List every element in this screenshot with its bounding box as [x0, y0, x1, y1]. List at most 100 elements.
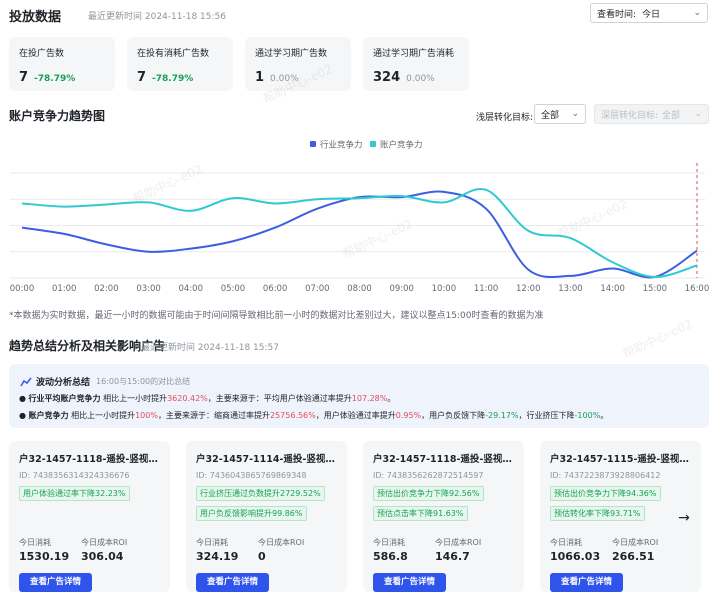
legend-swatch-1 [370, 141, 376, 147]
chart-note: *本数据为实时数据，最近一小时的数据可能由于时间间隔导致相比前一小时的数据对比差… [9, 311, 544, 321]
x-tick-label: 03:00 [136, 284, 161, 294]
stat-change: -78.79% [152, 74, 194, 84]
summary-subtitle: 16:00与15:00的对比总结 [96, 377, 191, 386]
spend-value: 1066.03 [550, 550, 601, 563]
x-tick-label: 14:00 [600, 284, 625, 294]
ad-tag: 预估出价竞争力下降92.56% [373, 486, 484, 501]
ad-name: 户32-1457-1118-遥投-竖视-定投九单... [19, 454, 160, 465]
chart-lines [21, 187, 698, 279]
ad-tag: 用户负反馈影响提升99.86% [196, 506, 307, 521]
chevron-down-icon: ⌄ [571, 109, 579, 119]
x-tick-label: 13:00 [558, 284, 583, 294]
x-tick-label: 00:00 [10, 284, 35, 294]
deep-goal-label: 深层转化目标: [601, 110, 659, 121]
x-tick-label: 04:00 [179, 284, 204, 294]
stat-card-active-ads: 在投广告数 7 -78.79% [9, 37, 115, 91]
deep-goal-select: 深层转化目标: 全部 ⌄ [594, 104, 709, 124]
x-tick-label: 11:00 [474, 284, 499, 294]
ad-tags: 预估出价竞争力下降94.36% 预估转化率下降93.71% [550, 480, 691, 526]
x-tick-label: 02:00 [94, 284, 119, 294]
spend-value: 586.8 [373, 550, 408, 563]
stat-label: 通过学习期广告消耗 [373, 49, 455, 59]
time-select-label: 查看时间: [597, 9, 637, 20]
stat-value: 7 [19, 70, 29, 85]
stat-value: 1 [255, 70, 265, 85]
trend-icon [20, 377, 32, 386]
view-ad-details-button[interactable]: 查看广告详情 [373, 573, 446, 592]
view-ad-details-button[interactable]: 查看广告详情 [19, 573, 92, 592]
analysis-updated: 最近更新时间 2024-11-18 15:57 [141, 343, 279, 353]
x-tick-label: 12:00 [516, 284, 541, 294]
stat-change: 0.00% [406, 74, 435, 84]
roi-label: 今日成本ROI [612, 538, 659, 547]
shallow-goal-value: 全部 [541, 110, 560, 121]
ad-card: 户32-1457-1115-遥投-竖视-定投二单... ID: 74372238… [540, 441, 701, 592]
ad-card: 户32-1457-1118-遥投-竖视-定投九单... ID: 74383563… [9, 441, 170, 592]
chevron-down-icon: ⌄ [694, 109, 702, 119]
x-tick-label: 08:00 [347, 284, 372, 294]
stat-card-spending-ads: 在投有消耗广告数 7 -78.79% [127, 37, 233, 91]
x-axis-ticks: 00:00 01:00 02:00 03:00 04:00 05:00 06:00 07:00… [10, 284, 710, 294]
shallow-goal-select[interactable]: 全部 ⌄ [534, 104, 586, 124]
ad-id: ID: 7438356314324336676 [19, 471, 130, 480]
view-ad-details-button[interactable]: 查看广告详情 [196, 573, 269, 592]
spend-value: 324.19 [196, 550, 239, 563]
analysis-title: 趋势总结分析及相关影响广告 [9, 339, 166, 353]
stat-card-learned-ads: 通过学习期广告数 1 0.00% [245, 37, 351, 91]
deep-goal-value: 全部 [662, 110, 681, 121]
spend-label: 今日消耗 [550, 538, 582, 547]
x-tick-label: 15:00 [643, 284, 668, 294]
roi-value: 266.51 [612, 550, 655, 563]
roi-value: 306.04 [81, 550, 124, 563]
summary-line-industry: ● 行业平均账户竞争力 相比上一小时提升3620.42%，主要来源于：平均用户体… [19, 394, 396, 403]
last-updated: 最近更新时间 2024-11-18 15:56 [88, 12, 226, 22]
spend-label: 今日消耗 [196, 538, 228, 547]
competitiveness-line-chart: 行业竞争力 账户竞争力 00:00 01:00 02:00 03:00 04:00 05:0… [10, 140, 710, 295]
watermark: 帮助中心-e02 [620, 316, 695, 362]
next-arrow-icon[interactable]: → [678, 510, 690, 526]
stat-value: 324 [373, 70, 401, 85]
ad-tag: 预估点击率下降91.63% [373, 506, 468, 521]
x-tick-label: 09:00 [389, 284, 414, 294]
x-tick-label: 05:00 [221, 284, 246, 294]
legend-label-1: 账户竞争力 [380, 140, 423, 151]
series-line-0 [21, 190, 698, 279]
ad-name: 户32-1457-1118-遥投-竖视-定投二单... [373, 454, 514, 465]
ad-tags: 预估出价竞争力下降92.56% 预估点击率下降91.63% [373, 480, 514, 526]
spend-value: 1530.19 [19, 550, 70, 563]
spend-label: 今日消耗 [373, 538, 405, 547]
stat-card-learned-spend: 通过学习期广告消耗 324 0.00% [363, 37, 469, 91]
ad-card: 户32-1457-1114-遥投-竖视-定投二单... ID: 74360438… [186, 441, 347, 592]
stat-change: -78.79% [34, 74, 76, 84]
x-tick-label: 06:00 [263, 284, 288, 294]
stat-label: 通过学习期广告数 [255, 49, 328, 59]
ad-tag: 预估出价竞争力下降94.36% [550, 486, 661, 501]
summary-title: 波动分析总结 [36, 378, 91, 388]
page-title: 投放数据 [9, 10, 62, 25]
ad-id: ID: 7436043865769869348 [196, 471, 307, 480]
roi-label: 今日成本ROI [435, 538, 482, 547]
ad-tags: 行业挤压通过负数提升2729.52% 用户负反馈影响提升99.86% [196, 480, 337, 526]
time-select-value: 今日 [642, 9, 661, 20]
x-tick-label: 16:00 [685, 284, 710, 294]
ad-name: 户32-1457-1114-遥投-竖视-定投二单... [196, 454, 337, 465]
x-tick-label: 10:00 [432, 284, 457, 294]
legend-label-0: 行业竞争力 [320, 140, 363, 151]
summary-heading: 波动分析总结 16:00与15:00的对比总结 [20, 375, 190, 388]
summary-line-account: ● 账户竞争力 相比上一小时提升100%，主要来源于：缩商通过率提升25756.… [19, 411, 609, 420]
spend-label: 今日消耗 [19, 538, 51, 547]
ad-tag: 用户体验通过率下降32.23% [19, 486, 130, 501]
time-select[interactable]: 查看时间: 今日 ⌄ [590, 3, 708, 23]
roi-label: 今日成本ROI [258, 538, 305, 547]
roi-label: 今日成本ROI [81, 538, 128, 547]
stat-change: 0.00% [270, 74, 299, 84]
ad-card: 户32-1457-1118-遥投-竖视-定投二单... ID: 74383562… [363, 441, 524, 592]
x-tick-label: 07:00 [305, 284, 330, 294]
ad-tag: 预估转化率下降93.71% [550, 506, 645, 521]
ad-tag: 行业挤压通过负数提升2729.52% [196, 486, 325, 501]
trend-chart-title: 账户竞争力趋势图 [9, 109, 106, 123]
chart-grid [10, 163, 705, 279]
view-ad-details-button[interactable]: 查看广告详情 [550, 573, 623, 592]
stat-label: 在投有消耗广告数 [137, 49, 210, 59]
ad-id: ID: 7438356262872514597 [373, 471, 484, 480]
